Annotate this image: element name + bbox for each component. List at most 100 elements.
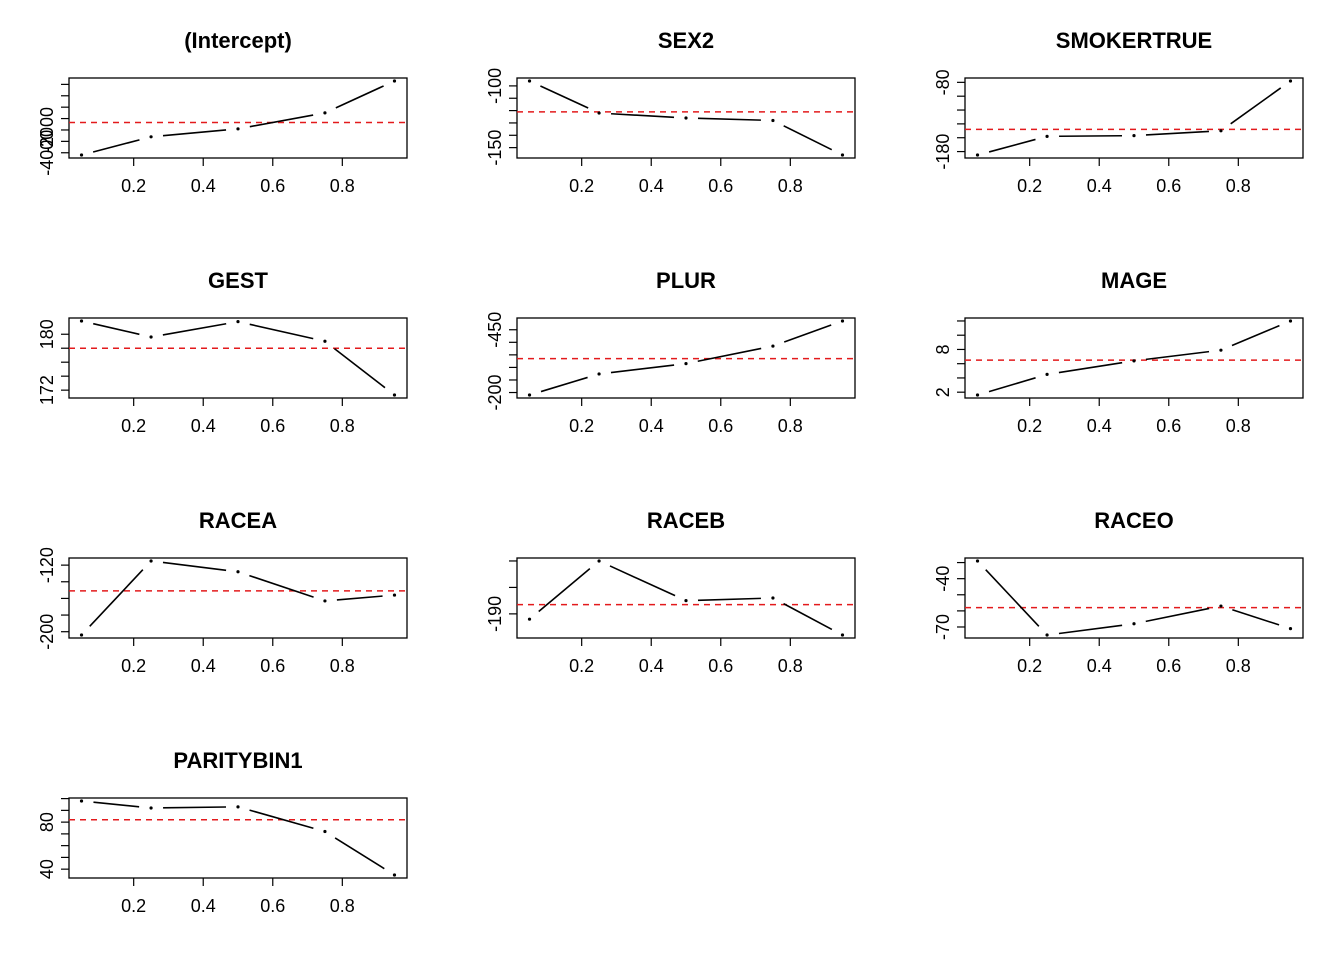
data-point [1288, 626, 1293, 631]
x-tick-label: 0.8 [1226, 416, 1251, 436]
x-tick-label: 0.8 [778, 416, 803, 436]
series-segment [783, 602, 833, 631]
series-segment [249, 114, 314, 128]
x-tick-label: 0.4 [1087, 656, 1112, 676]
panel-title: (Intercept) [184, 28, 292, 53]
series-segment [1059, 134, 1123, 138]
x-tick-label: 0.4 [191, 176, 216, 196]
panel-title: SEX2 [658, 28, 714, 53]
data-point [1219, 604, 1223, 608]
x-tick-label: 0.8 [778, 656, 803, 676]
x-tick-label: 0.4 [639, 176, 664, 196]
data-point [527, 79, 532, 83]
panel: SEX2 0.2 0.4 0.6 0.8 -100 -150 [485, 28, 856, 196]
panel: PLUR 0.2 0.4 0.6 0.8 -200 -450 [485, 268, 856, 436]
plot-frame [68, 797, 408, 879]
data-point [684, 599, 688, 603]
data-point [840, 153, 845, 157]
series-segment [988, 377, 1036, 393]
plot-frame [964, 317, 1304, 399]
panel-title: MAGE [1101, 268, 1167, 293]
plot-frame [964, 557, 1304, 639]
series-segment [540, 85, 589, 109]
series-segment [1058, 361, 1123, 374]
y-tick-label: -150 [485, 130, 505, 166]
x-tick-label: 0.6 [1156, 416, 1181, 436]
x-tick-label: 0.6 [260, 416, 285, 436]
series-segment [336, 595, 383, 601]
series-segment [783, 125, 833, 151]
panel: RACEA 0.2 0.4 0.6 0.8 -200 -120 [37, 508, 408, 676]
data-point [1132, 622, 1136, 626]
data-point [840, 633, 845, 637]
x-tick-label: 0.6 [260, 176, 285, 196]
x-tick-label: 0.2 [569, 656, 594, 676]
series-segment [334, 837, 385, 870]
y-tick-label: 2 [933, 387, 953, 397]
x-tick-label: 0.8 [330, 896, 355, 916]
x-tick-label: 0.4 [639, 416, 664, 436]
series-segment [611, 112, 675, 119]
series-segment [609, 565, 676, 597]
series-segment [1145, 350, 1210, 361]
series-segment [249, 809, 314, 830]
series-segment [335, 85, 384, 109]
data-point [323, 599, 327, 603]
data-point [392, 393, 397, 397]
series-segment [985, 569, 1040, 627]
y-tick-label: -180 [933, 134, 953, 170]
data-point [1132, 134, 1136, 138]
x-tick-label: 0.6 [708, 176, 733, 196]
data-point [79, 319, 84, 323]
panel: RACEB 0.2 0.4 0.6 0.8 -190 [485, 508, 856, 676]
x-tick-label: 0.2 [569, 176, 594, 196]
series-segment [1230, 87, 1282, 125]
series-segment [538, 568, 591, 613]
series-segment [783, 324, 832, 343]
plot-frame [516, 557, 856, 639]
data-point [392, 79, 397, 83]
plot-frame [964, 77, 1304, 159]
y-tick-label: -40 [933, 566, 953, 592]
y-tick-label: -190 [485, 596, 505, 632]
y-tick-label: -4000 [37, 130, 57, 176]
series-segment [249, 323, 314, 340]
x-tick-label: 0.8 [1226, 656, 1251, 676]
x-tick-label: 0.2 [121, 896, 146, 916]
x-tick-label: 0.8 [778, 176, 803, 196]
series-segment [89, 569, 144, 627]
data-point [392, 593, 397, 597]
x-tick-label: 0.4 [639, 656, 664, 676]
x-tick-label: 0.8 [1226, 176, 1251, 196]
series-segment [1232, 608, 1280, 626]
x-tick-label: 0.6 [260, 896, 285, 916]
data-point [323, 339, 327, 343]
y-tick-label: 40 [37, 859, 57, 879]
x-tick-label: 0.4 [1087, 176, 1112, 196]
x-tick-label: 0.6 [260, 656, 285, 676]
data-point [771, 596, 775, 600]
series-segment [162, 561, 227, 572]
series-segment [697, 117, 761, 121]
x-tick-label: 0.8 [330, 176, 355, 196]
panel-title: PLUR [656, 268, 716, 293]
plot-frame [68, 317, 408, 399]
data-point [79, 153, 84, 157]
series-segment [333, 347, 386, 389]
data-point [1045, 134, 1049, 138]
data-point [1045, 633, 1049, 637]
data-point [840, 319, 845, 323]
x-tick-label: 0.2 [121, 416, 146, 436]
data-point [1045, 372, 1049, 376]
data-point [1219, 348, 1223, 352]
x-tick-label: 0.6 [1156, 176, 1181, 196]
panel: (Intercept) 0.2 0.4 0.6 0.8 -4000-2000 [37, 28, 408, 196]
data-point [236, 570, 240, 574]
series-segment [1231, 324, 1280, 347]
series-segment [162, 322, 227, 336]
panel-title: SMOKERTRUE [1056, 28, 1212, 53]
series-segment [1145, 130, 1209, 136]
x-tick-label: 0.4 [191, 656, 216, 676]
panel: GEST 0.2 0.4 0.6 0.8 172 180 [37, 268, 408, 436]
